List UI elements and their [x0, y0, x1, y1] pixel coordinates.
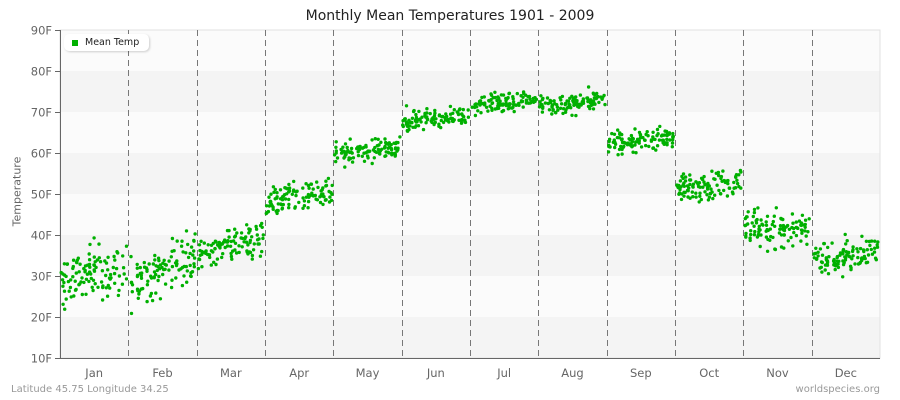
chart-title: Monthly Mean Temperatures 1901 - 2009: [305, 8, 595, 24]
y-tick-label: 40F: [31, 229, 52, 243]
axes: [60, 30, 880, 359]
data-points: [59, 85, 880, 316]
x-tick-label: Jul: [496, 366, 511, 380]
y-tick-label: 10F: [31, 352, 52, 366]
x-tick-label: Mar: [220, 366, 242, 380]
x-tick-label: Oct: [699, 366, 719, 380]
x-tick-label: Dec: [835, 366, 857, 380]
y-tick-label: 30F: [31, 270, 52, 284]
x-axis-ticks: Jan Feb Mar Apr May Jun Jul Aug Sep Oct Nov Dec: [84, 366, 857, 380]
x-tick-label: Aug: [561, 366, 583, 380]
x-tick-label: Jun: [426, 366, 445, 380]
x-tick-label: Nov: [766, 366, 789, 380]
x-tick-label: May: [356, 366, 380, 380]
y-tick-label: 70F: [31, 106, 52, 120]
x-tick-label: Apr: [289, 366, 309, 380]
y-tick-label: 20F: [31, 311, 52, 325]
x-tick-label: Sep: [630, 366, 652, 380]
y-tick-label: 50F: [31, 188, 52, 202]
y-tick-label: 90F: [31, 24, 52, 38]
x-tick-label: Feb: [152, 366, 172, 380]
y-axis-ticks: 10F 20F 30F 40F 50F 60F 70F 80F 90F: [31, 24, 60, 366]
y-tick-label: 80F: [31, 65, 52, 79]
x-tick-label: Jan: [84, 366, 103, 380]
source-label: worldspecies.org: [795, 384, 880, 395]
legend: Mean Temp: [64, 34, 150, 51]
legend-swatch-icon: [72, 39, 78, 46]
legend-label: Mean Temp: [85, 37, 140, 48]
y-tick-label: 60F: [31, 147, 52, 161]
location-label: Latitude 45.75 Longitude 34.25: [11, 384, 169, 395]
